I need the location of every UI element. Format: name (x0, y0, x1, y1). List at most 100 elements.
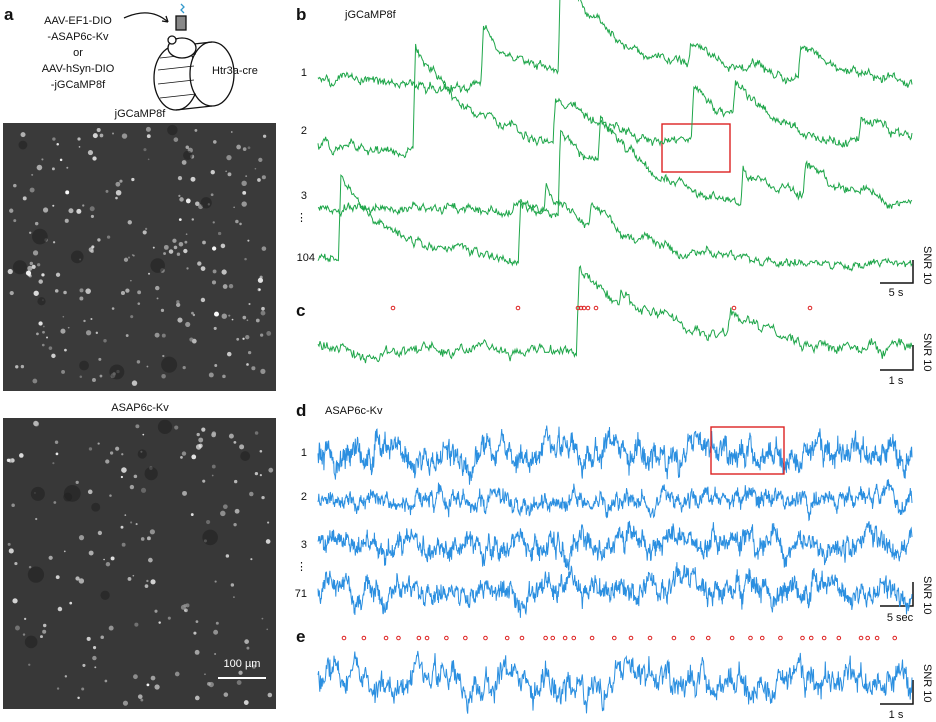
cell (111, 307, 115, 310)
zoom-box (710, 426, 785, 475)
cell (38, 321, 43, 326)
cell (161, 374, 166, 379)
dark-cell (70, 250, 84, 264)
scale-x-label: 5 sec (887, 612, 914, 624)
trace-label: 104 (297, 252, 315, 264)
cell (31, 173, 34, 176)
cell (247, 146, 251, 150)
cell (85, 330, 92, 336)
cell (79, 375, 83, 379)
spike-marker (807, 305, 813, 311)
cell (172, 238, 177, 243)
cell (251, 664, 257, 669)
cell (228, 284, 234, 289)
cell (108, 625, 114, 631)
cell (244, 257, 247, 261)
cell (7, 542, 11, 546)
cell (137, 290, 142, 295)
cell (99, 133, 104, 138)
cell (78, 535, 85, 541)
dark-cell (32, 228, 48, 245)
trace-label: 71 (295, 588, 307, 600)
cell (163, 244, 169, 250)
cell (210, 193, 214, 197)
cell (39, 635, 43, 639)
cell (33, 290, 39, 296)
cell (29, 187, 35, 193)
spike-marker (647, 635, 653, 641)
trace (317, 174, 913, 272)
cell (79, 296, 84, 301)
cell (115, 196, 118, 200)
cell (133, 674, 138, 680)
trace-label: ⋮ (296, 561, 307, 573)
cell (248, 302, 251, 306)
cell (198, 437, 204, 443)
cell (111, 132, 115, 135)
cell (266, 628, 269, 631)
cell (180, 456, 183, 459)
dark-cell (161, 356, 178, 373)
cell (238, 670, 243, 675)
trace-label: 1 (301, 447, 307, 459)
cell (202, 479, 206, 483)
cell (78, 578, 85, 584)
cell (236, 337, 240, 341)
cell (52, 462, 55, 465)
cell (261, 306, 265, 311)
cell (42, 629, 47, 634)
cell (6, 458, 11, 462)
cell (35, 517, 38, 521)
scale-bar (880, 582, 914, 607)
cell (51, 353, 56, 359)
cell (66, 166, 69, 169)
cell (119, 179, 123, 183)
cell (235, 219, 239, 224)
cell (55, 575, 60, 580)
cell (25, 270, 32, 276)
cell (120, 525, 124, 529)
cell (7, 268, 13, 275)
cell (14, 561, 18, 566)
cell (217, 231, 222, 236)
cell (91, 245, 95, 249)
cell (267, 521, 270, 524)
cell (52, 137, 56, 141)
cell (146, 579, 149, 583)
scale-bar (880, 260, 914, 284)
cell (261, 495, 265, 500)
cell (223, 692, 229, 697)
cell (220, 243, 226, 249)
cell (162, 354, 165, 358)
cell (245, 335, 250, 340)
cell (136, 360, 141, 364)
cell (251, 366, 256, 371)
cell (152, 246, 155, 249)
cell (110, 556, 115, 561)
panel-label: a (4, 5, 14, 24)
cell (41, 273, 45, 277)
cell (142, 230, 147, 235)
scale-y-label: SNR 10 (921, 246, 933, 285)
cell (211, 431, 217, 436)
construct-line: -ASAP6c-Kv (47, 31, 109, 43)
cell (52, 241, 56, 244)
spike-marker (519, 635, 525, 641)
cell (215, 621, 219, 625)
cell (115, 446, 120, 451)
cell (174, 671, 180, 677)
dark-cell (167, 124, 178, 136)
cell (183, 609, 186, 612)
cell (64, 218, 69, 223)
cell (146, 683, 150, 687)
cell (163, 252, 166, 255)
cell (190, 513, 194, 517)
cell (125, 288, 130, 293)
dark-cell (240, 451, 251, 462)
cell (144, 584, 149, 588)
cell (51, 167, 55, 171)
scale-x-label: 5 s (889, 287, 904, 299)
cell (32, 378, 38, 384)
cell (34, 221, 39, 226)
cell (202, 240, 206, 245)
